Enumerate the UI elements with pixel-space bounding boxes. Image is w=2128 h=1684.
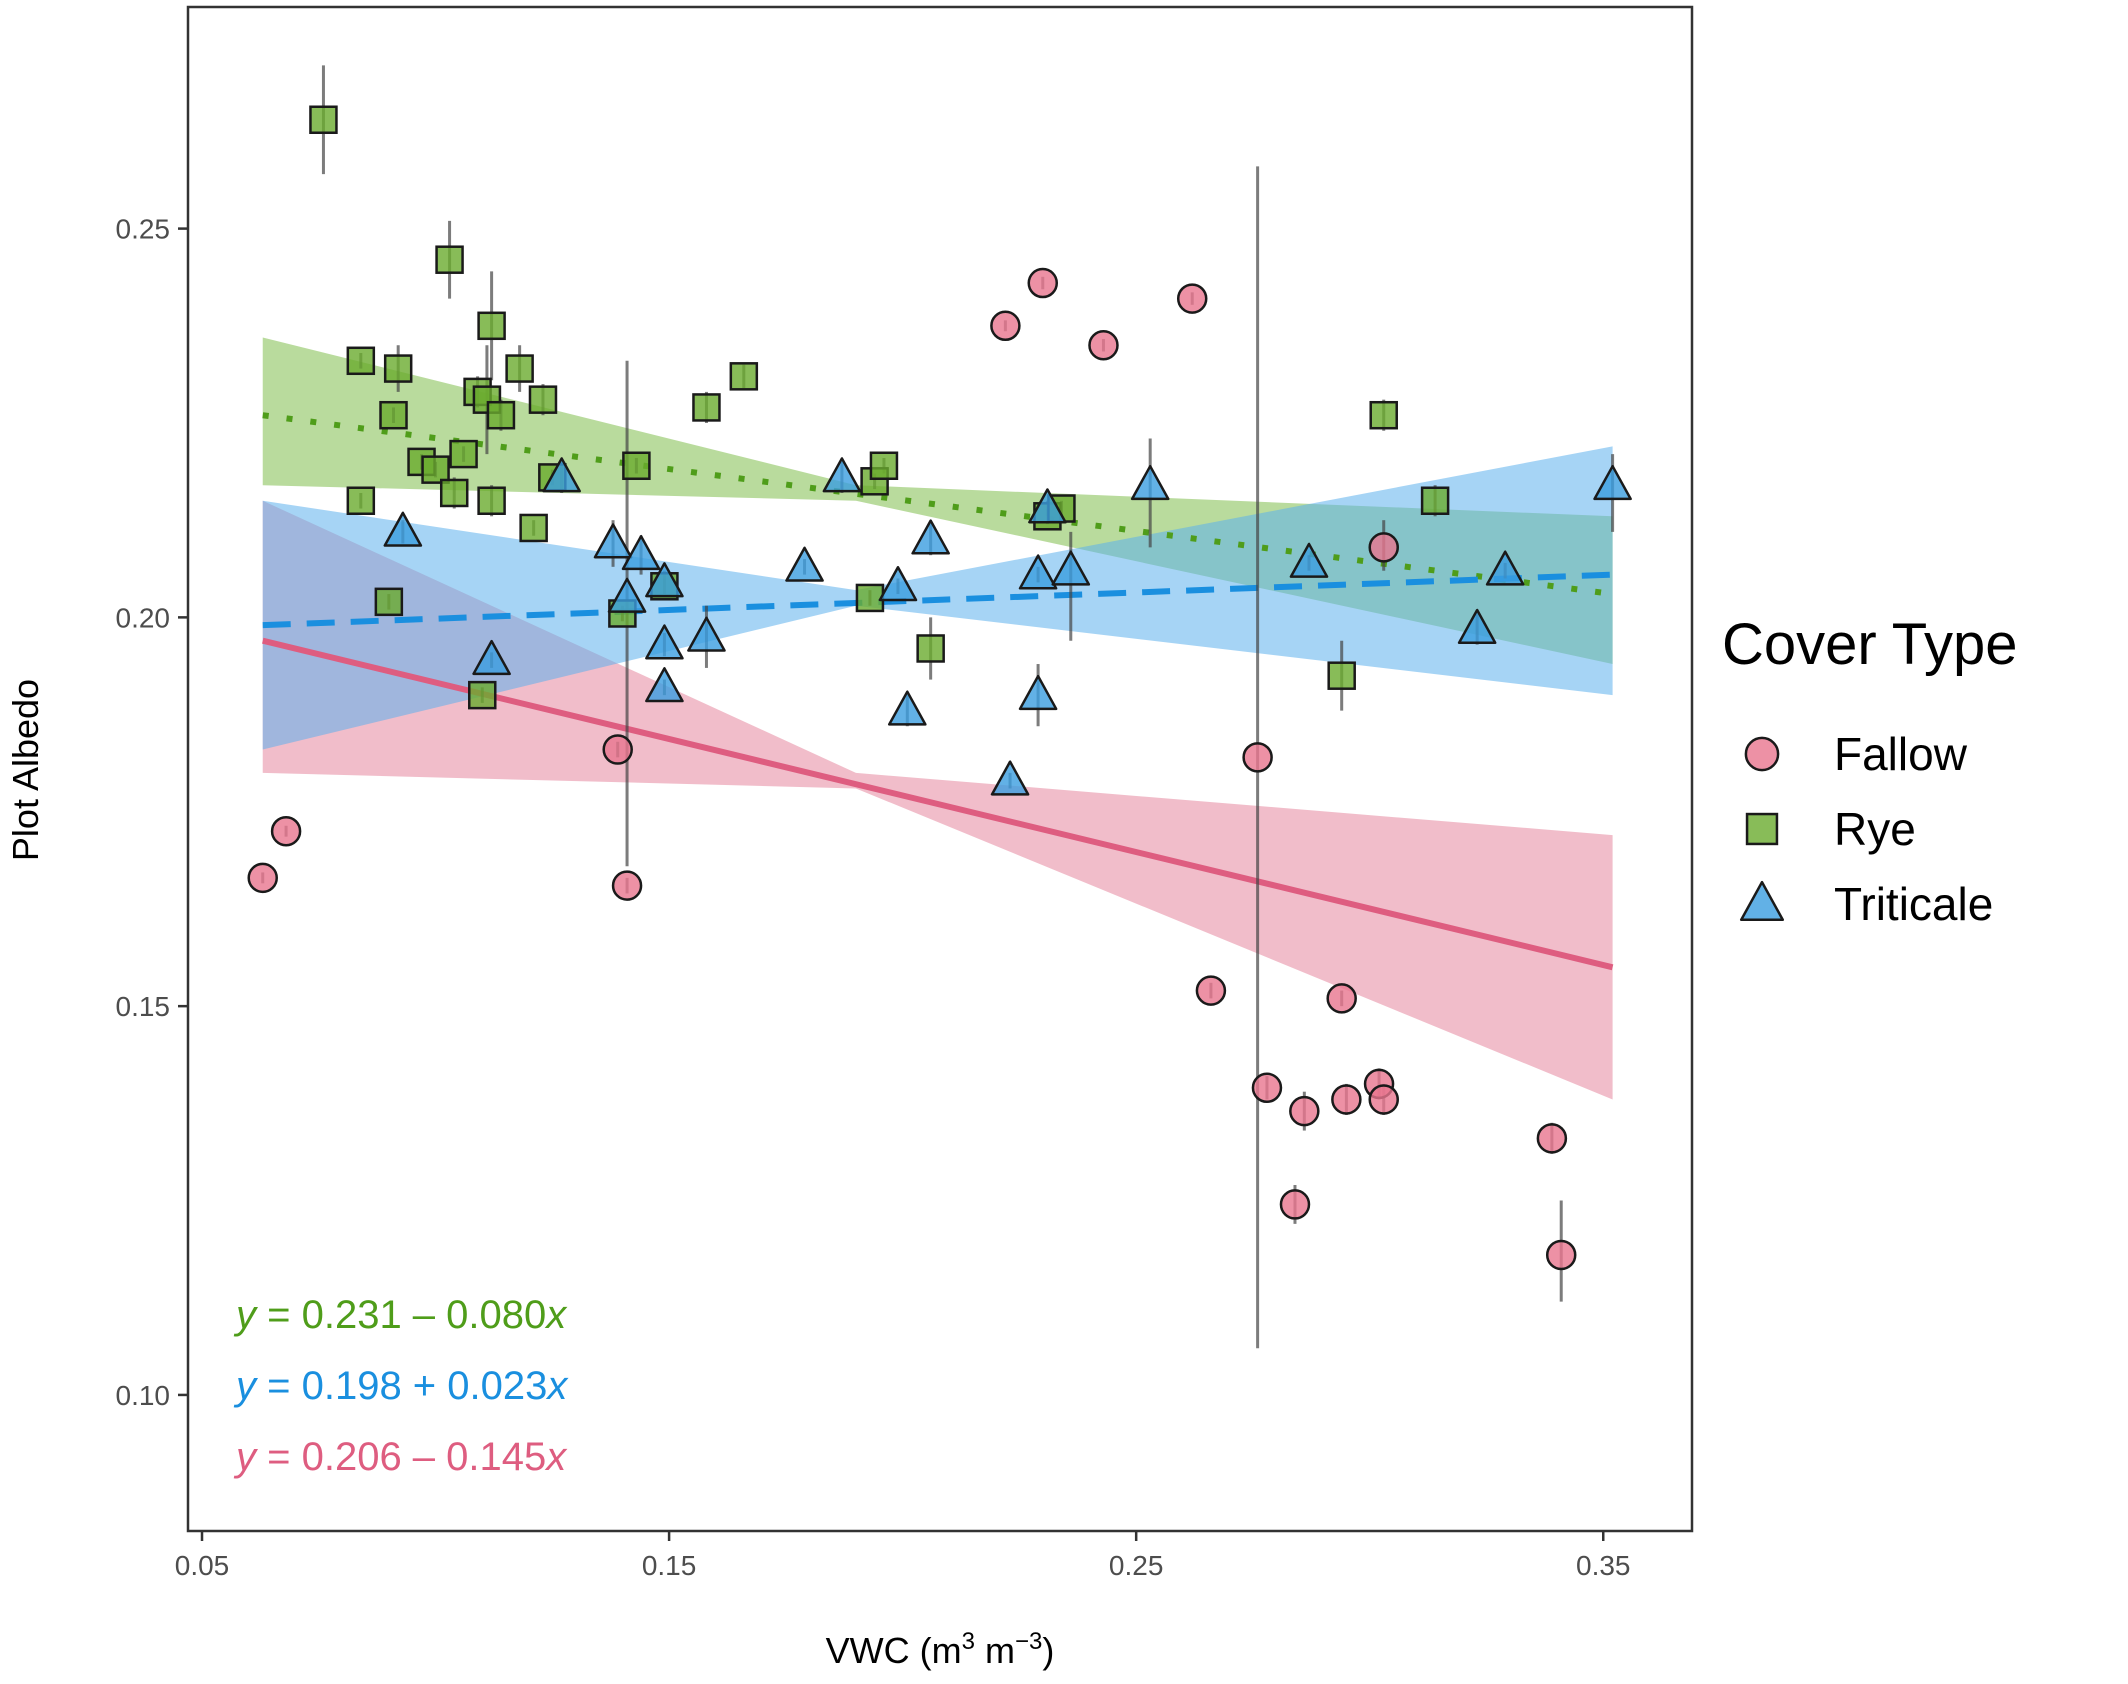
rye-point: [468, 680, 497, 710]
triticale-point: [990, 760, 1030, 796]
triticale-point: [645, 562, 684, 598]
rye-point: [435, 245, 464, 274]
rye-point: [379, 400, 408, 430]
triticale-point: [383, 511, 423, 547]
triticale-point: [1593, 464, 1632, 501]
legend-fallow-label: Fallow: [1834, 728, 1968, 780]
rye-point: [528, 385, 558, 414]
rye-point: [421, 455, 450, 484]
rye-point: [869, 451, 899, 481]
data-points: [247, 105, 1632, 1271]
y-tick-label: 0.10: [116, 1380, 171, 1411]
legend-fallow-key: [1744, 736, 1780, 772]
rye-point: [1420, 486, 1450, 515]
fallow-point: [1368, 532, 1399, 563]
fallow-point: [247, 862, 278, 894]
fallow-point: [1088, 329, 1119, 361]
triticale-point: [911, 519, 950, 555]
triticale-point: [607, 577, 647, 613]
fallow-point: [1368, 1084, 1399, 1115]
legend-rye-key: [1745, 812, 1779, 846]
fallow-confidence-band: [262, 500, 1613, 1100]
rye-point: [477, 486, 506, 515]
rye-point: [486, 400, 516, 430]
x-tick-label: 0.05: [175, 1550, 230, 1581]
rye-point: [383, 354, 413, 383]
fallow-point: [1331, 1084, 1362, 1115]
y-tick-label: 0.20: [116, 602, 171, 633]
rye-point: [477, 311, 506, 341]
triticale-point: [472, 639, 511, 676]
triticale-point: [1028, 488, 1067, 524]
fallow-point: [1279, 1189, 1311, 1220]
legend-rye-label: Rye: [1834, 803, 1916, 855]
y-axis-title: Plot Albedo: [5, 679, 46, 861]
triticale-point: [1051, 550, 1091, 586]
rye-point: [622, 451, 651, 481]
y-tick-label: 0.25: [116, 214, 171, 245]
fallow-point: [1027, 267, 1059, 299]
rye-point: [346, 486, 376, 515]
regression-equations: y = 0.231 – 0.080x y = 0.198 + 0.023x y = …: [233, 1293, 569, 1479]
fallow-point: [1195, 975, 1227, 1006]
triticale-point: [645, 624, 684, 660]
x-axis: 0.05 0.15 0.25 0.35: [175, 1531, 1631, 1581]
rye-point: [729, 362, 759, 391]
fallow-equation: y = 0.206 – 0.145x: [233, 1435, 568, 1479]
rye-point: [374, 587, 404, 617]
rye-point: [309, 105, 338, 134]
x-tick-label: 0.15: [642, 1550, 697, 1581]
legend-title: Cover Type: [1722, 612, 2018, 677]
triticale-point: [542, 457, 581, 493]
triticale-point: [1485, 550, 1525, 586]
rye-point: [692, 393, 721, 422]
fallow-point: [1176, 283, 1208, 314]
legend-triticale-key: [1739, 880, 1785, 921]
fallow-point: [602, 734, 633, 765]
triticale-equation: y = 0.198 + 0.023x: [233, 1364, 569, 1408]
rye-point: [346, 346, 376, 376]
legend: Cover Type Fallow Rye Triticale: [1722, 612, 2018, 930]
rye-point: [439, 478, 469, 508]
rye-point: [855, 583, 885, 613]
fallow-point: [1289, 1095, 1320, 1127]
fallow-point: [1242, 742, 1273, 773]
triticale-point: [645, 667, 684, 703]
rye-point: [916, 634, 945, 663]
fallow-point: [1251, 1072, 1283, 1104]
triticale-point: [1018, 674, 1058, 711]
fallow-point: [270, 815, 302, 847]
triticale-point: [593, 523, 633, 559]
triticale-point: [1457, 608, 1497, 644]
y-tick-label: 0.15: [116, 991, 171, 1022]
rye-point: [449, 439, 478, 469]
triticale-point: [888, 690, 927, 726]
legend-triticale-label: Triticale: [1834, 878, 1993, 930]
triticale-fit-line: [262, 571, 1613, 629]
x-tick-label: 0.25: [1109, 1550, 1164, 1581]
fallow-point: [1545, 1239, 1577, 1271]
rye-equation: y = 0.231 – 0.080x: [233, 1293, 568, 1337]
x-tick-label: 0.35: [1576, 1550, 1631, 1581]
rye-point: [1369, 400, 1398, 430]
triticale-point: [1130, 464, 1170, 501]
fallow-point: [611, 870, 643, 901]
triticale-point: [687, 616, 726, 652]
triticale-point: [822, 457, 862, 493]
triticale-point: [878, 566, 918, 602]
x-axis-title: VWC (m3 m−3): [826, 1628, 1055, 1671]
fallow-point: [1326, 983, 1357, 1014]
rye-point: [519, 513, 548, 543]
fallow-point: [1536, 1123, 1568, 1154]
triticale-point: [785, 546, 824, 582]
triticale-point: [1018, 554, 1058, 590]
y-axis: 0.10 0.15 0.20 0.25: [116, 214, 188, 1411]
rye-point: [1327, 661, 1356, 690]
rye-point: [505, 354, 534, 383]
fallow-point: [990, 310, 1021, 342]
triticale-point: [621, 534, 661, 571]
triticale-point: [1289, 542, 1329, 578]
plot-panel-border: [186, 5, 1694, 1533]
